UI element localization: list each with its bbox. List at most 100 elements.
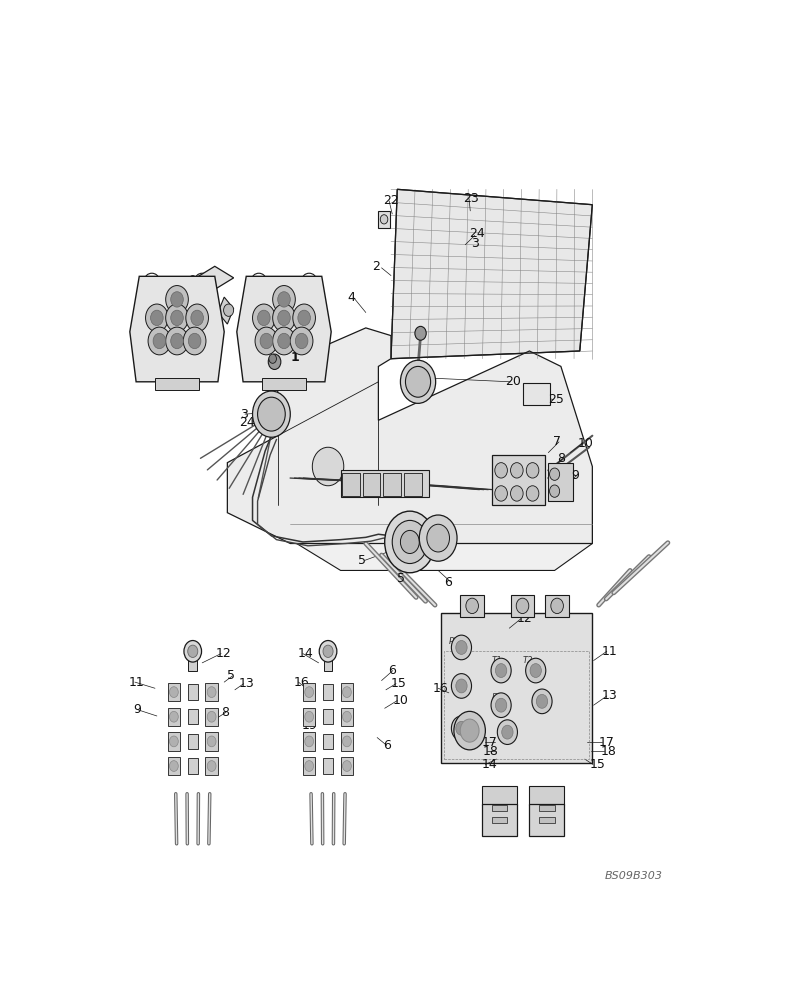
Circle shape — [530, 664, 541, 677]
Text: 1: 1 — [290, 351, 298, 364]
Text: 14: 14 — [481, 758, 496, 771]
Circle shape — [550, 598, 563, 614]
Circle shape — [207, 711, 216, 722]
Bar — [529, 804, 564, 836]
Text: 17: 17 — [598, 736, 614, 749]
Bar — [491, 805, 507, 811]
Bar — [441, 613, 592, 763]
Circle shape — [501, 725, 513, 739]
Circle shape — [186, 304, 208, 332]
Bar — [482, 786, 517, 805]
Circle shape — [466, 598, 478, 614]
Bar — [303, 683, 315, 701]
Circle shape — [312, 447, 343, 486]
Text: 14: 14 — [298, 647, 313, 660]
Text: 9: 9 — [570, 469, 578, 482]
Circle shape — [526, 486, 539, 501]
Circle shape — [257, 310, 270, 326]
Text: 5: 5 — [227, 669, 235, 682]
Circle shape — [277, 310, 290, 326]
Bar — [323, 734, 333, 749]
Bar — [341, 473, 359, 496]
Bar — [341, 757, 353, 775]
Text: 5: 5 — [358, 554, 366, 567]
Circle shape — [495, 664, 506, 677]
Circle shape — [277, 333, 290, 349]
Text: 7: 7 — [552, 435, 560, 448]
Bar — [187, 709, 198, 724]
Bar — [539, 805, 554, 811]
Bar — [262, 378, 306, 389]
Circle shape — [170, 333, 183, 349]
Circle shape — [223, 304, 234, 316]
Text: 12: 12 — [216, 647, 231, 660]
Text: 11: 11 — [128, 676, 144, 689]
Circle shape — [272, 327, 295, 355]
Circle shape — [268, 354, 276, 363]
Text: T1: T1 — [491, 656, 501, 665]
Text: 19: 19 — [301, 719, 317, 732]
Text: 13: 13 — [238, 677, 254, 690]
Text: 12: 12 — [517, 612, 532, 625]
Circle shape — [491, 658, 511, 683]
Circle shape — [148, 327, 170, 355]
Circle shape — [400, 530, 418, 554]
Bar — [167, 708, 180, 726]
Bar — [522, 383, 549, 405]
Polygon shape — [164, 266, 234, 309]
Polygon shape — [130, 276, 224, 382]
Text: B2: B2 — [491, 693, 502, 702]
Circle shape — [342, 711, 351, 722]
Circle shape — [453, 711, 485, 750]
Circle shape — [549, 485, 559, 497]
Text: 8: 8 — [221, 706, 229, 719]
Bar — [188, 651, 197, 671]
Text: 11: 11 — [601, 645, 617, 658]
Bar — [404, 473, 421, 496]
Text: 15: 15 — [391, 677, 406, 690]
Circle shape — [189, 276, 196, 285]
Polygon shape — [227, 328, 592, 544]
Bar — [323, 709, 333, 724]
Bar — [187, 684, 198, 700]
Circle shape — [252, 304, 275, 332]
Circle shape — [169, 687, 178, 698]
Circle shape — [526, 463, 539, 478]
Text: 17: 17 — [481, 736, 497, 749]
Circle shape — [342, 761, 351, 771]
Circle shape — [293, 304, 315, 332]
Circle shape — [323, 645, 333, 657]
Text: 24: 24 — [238, 416, 254, 429]
Circle shape — [207, 736, 216, 747]
Circle shape — [451, 716, 471, 741]
Text: 3: 3 — [280, 313, 285, 322]
Bar — [324, 651, 332, 671]
Bar — [529, 786, 564, 805]
Polygon shape — [237, 276, 331, 382]
Circle shape — [342, 736, 351, 747]
Bar — [205, 757, 217, 775]
Circle shape — [494, 486, 507, 501]
Circle shape — [455, 641, 466, 654]
Circle shape — [277, 292, 290, 307]
Bar — [491, 455, 544, 505]
Circle shape — [298, 310, 310, 326]
Text: 8: 8 — [556, 452, 564, 465]
Circle shape — [427, 524, 449, 552]
Bar — [547, 463, 573, 501]
Circle shape — [153, 333, 165, 349]
Circle shape — [257, 397, 285, 431]
Circle shape — [384, 511, 435, 573]
Circle shape — [525, 658, 545, 683]
Text: 5: 5 — [207, 734, 215, 747]
Circle shape — [170, 310, 183, 326]
Polygon shape — [217, 297, 234, 324]
Bar — [544, 595, 569, 617]
Circle shape — [145, 304, 168, 332]
Text: BS09B303: BS09B303 — [603, 871, 662, 881]
Text: 6: 6 — [382, 739, 390, 752]
Circle shape — [184, 641, 201, 662]
Circle shape — [516, 598, 528, 614]
Bar — [187, 734, 198, 749]
Circle shape — [272, 286, 295, 313]
